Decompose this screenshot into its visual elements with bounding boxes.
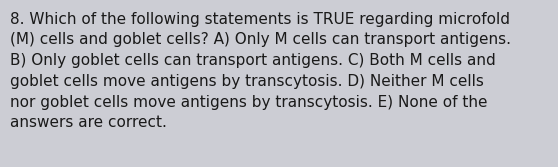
Text: 8. Which of the following statements is TRUE regarding microfold
(M) cells and g: 8. Which of the following statements is … bbox=[10, 12, 511, 130]
